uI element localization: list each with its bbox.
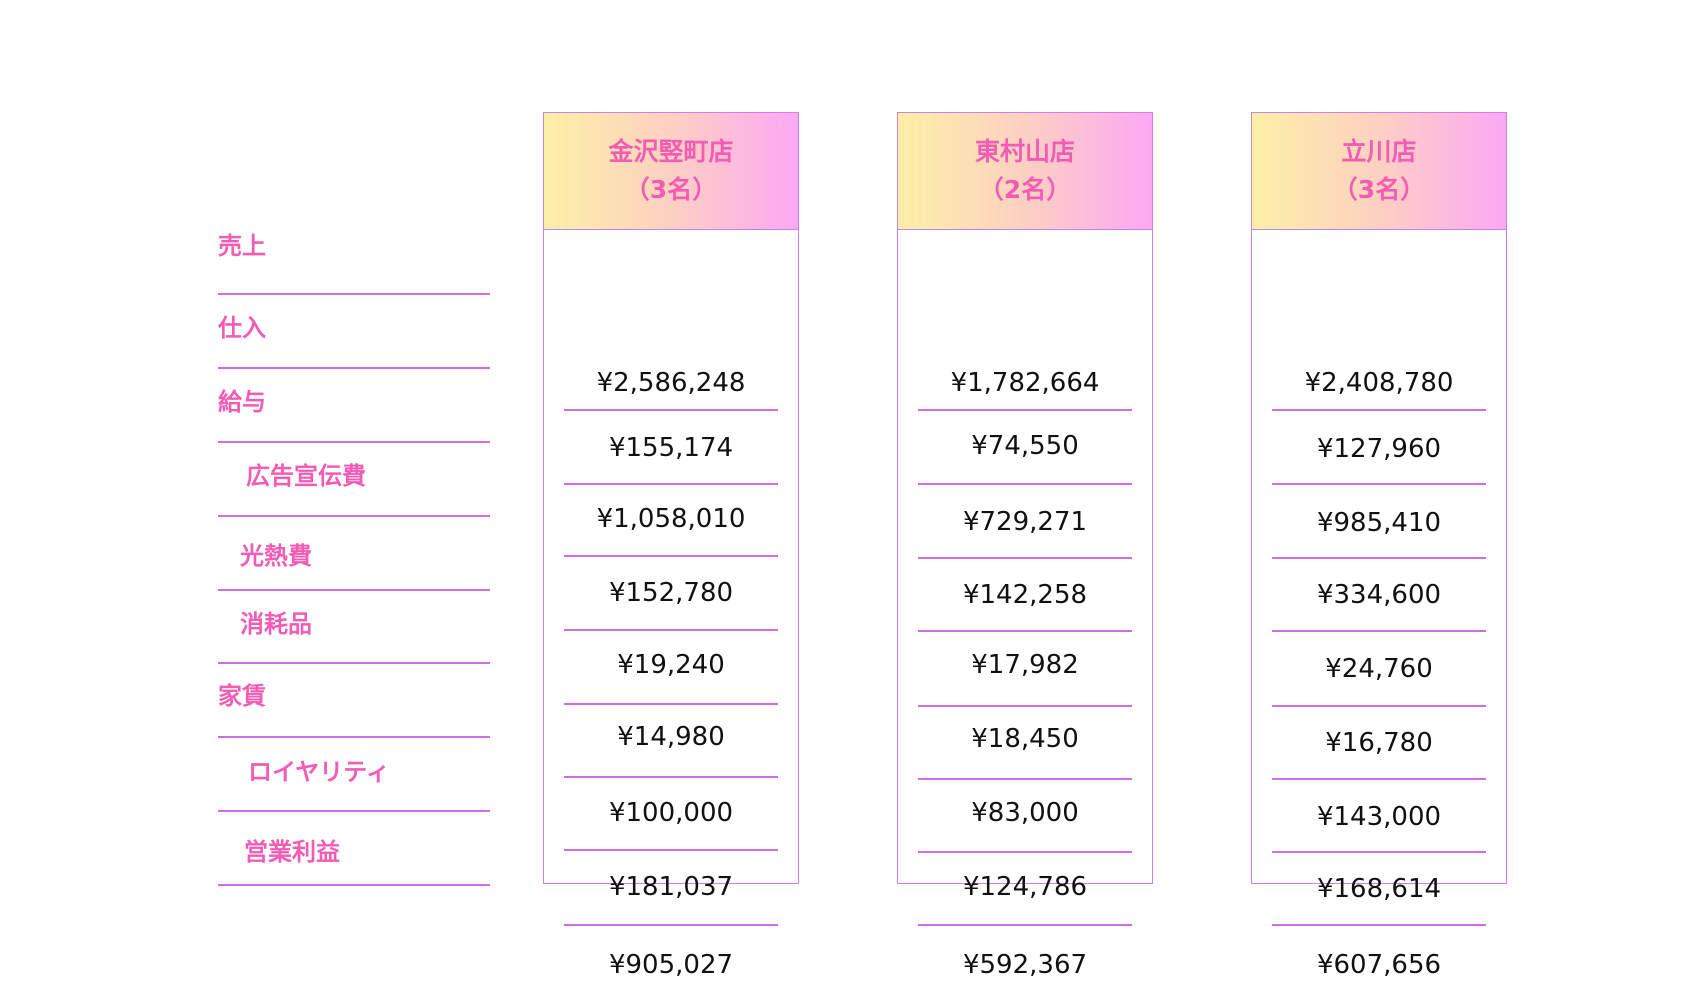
value-utilities: ¥24,760 [1325, 654, 1433, 684]
row-divider [218, 589, 490, 591]
value-rent: ¥83,000 [971, 798, 1079, 828]
value-divider [1272, 557, 1486, 559]
value-advertising: ¥152,780 [608, 578, 734, 608]
row-label-consumables: 消耗品 [240, 610, 312, 638]
value-operating-profit: ¥905,027 [608, 950, 734, 980]
value-purchases: ¥74,550 [971, 431, 1079, 461]
value-operating-profit: ¥592,367 [962, 950, 1088, 980]
store-staff-count: （3名） [1332, 175, 1426, 204]
value-sales: ¥2,408,780 [1304, 368, 1454, 398]
row-label-sales: 売上 [218, 232, 266, 260]
value-salary: ¥1,058,010 [596, 504, 746, 534]
value-divider [564, 483, 778, 485]
value-divider [564, 924, 778, 926]
value-divider [564, 555, 778, 557]
store-name: 金沢竪町店 [608, 137, 734, 166]
value-divider [1272, 705, 1486, 707]
store-column-tachikawa: 立川店 （3名） ¥2,408,780 ¥127,960 ¥985,410 ¥3… [1251, 112, 1507, 980]
value-utilities: ¥17,982 [971, 650, 1079, 680]
row-label-utilities: 光熱費 [240, 542, 312, 570]
value-divider [564, 629, 778, 631]
row-divider [218, 441, 490, 443]
row-divider [218, 367, 490, 369]
value-divider [1272, 483, 1486, 485]
value-sales: ¥1,782,664 [950, 368, 1100, 398]
value-royalty: ¥168,614 [1316, 874, 1442, 904]
store-header: 東村山店 （2名） [898, 113, 1152, 230]
value-advertising: ¥334,600 [1316, 580, 1442, 610]
store-name: 立川店 [1341, 137, 1417, 166]
store-staff-count: （3名） [624, 175, 718, 204]
value-salary: ¥729,271 [962, 507, 1088, 537]
value-divider [564, 849, 778, 851]
value-divider [918, 924, 1132, 926]
value-rent: ¥143,000 [1316, 802, 1442, 832]
store-header: 金沢竪町店 （3名） [544, 113, 798, 230]
value-consumables: ¥16,780 [1325, 728, 1433, 758]
value-purchases: ¥155,174 [608, 433, 734, 463]
row-label-rent: 家賃 [218, 682, 266, 710]
value-divider [1272, 409, 1486, 411]
row-label-purchases: 仕入 [218, 314, 266, 342]
value-divider [918, 851, 1132, 853]
value-divider [1272, 924, 1486, 926]
row-divider [218, 810, 490, 812]
store-column-higashimurayama: 東村山店 （2名） ¥1,782,664 ¥74,550 ¥729,271 ¥1… [897, 112, 1153, 980]
store-staff-count: （2名） [978, 175, 1072, 204]
value-divider [918, 630, 1132, 632]
store-name: 東村山店 [974, 137, 1075, 166]
value-salary: ¥985,410 [1316, 508, 1442, 538]
value-divider [918, 778, 1132, 780]
value-divider [918, 483, 1132, 485]
value-rent: ¥100,000 [608, 798, 734, 828]
value-divider [564, 776, 778, 778]
store-column-kanazawa: 金沢竪町店 （3名） ¥2,586,248 ¥155,174 ¥1,058,01… [543, 112, 799, 980]
store-header: 立川店 （3名） [1252, 113, 1506, 230]
value-purchases: ¥127,960 [1316, 434, 1442, 464]
value-divider [564, 703, 778, 705]
value-sales: ¥2,586,248 [596, 368, 746, 398]
value-divider [918, 409, 1132, 411]
row-label-operating-profit: 営業利益 [244, 838, 340, 866]
row-label-salary: 給与 [218, 388, 266, 416]
value-consumables: ¥18,450 [971, 724, 1079, 754]
value-divider [1272, 851, 1486, 853]
value-utilities: ¥19,240 [617, 650, 725, 680]
row-divider [218, 884, 490, 886]
value-consumables: ¥14,980 [617, 722, 725, 752]
value-divider [918, 557, 1132, 559]
row-label-advertising: 広告宣伝費 [246, 462, 366, 490]
value-advertising: ¥142,258 [962, 580, 1088, 610]
row-label-royalty: ロイヤリティ [248, 758, 390, 786]
row-divider [218, 293, 490, 295]
row-divider [218, 515, 490, 517]
value-divider [564, 409, 778, 411]
value-divider [918, 705, 1132, 707]
value-divider [1272, 778, 1486, 780]
row-divider [218, 736, 490, 738]
row-divider [218, 662, 490, 664]
value-royalty: ¥181,037 [608, 872, 734, 902]
value-operating-profit: ¥607,656 [1316, 950, 1442, 980]
value-royalty: ¥124,786 [962, 872, 1088, 902]
value-divider [1272, 630, 1486, 632]
